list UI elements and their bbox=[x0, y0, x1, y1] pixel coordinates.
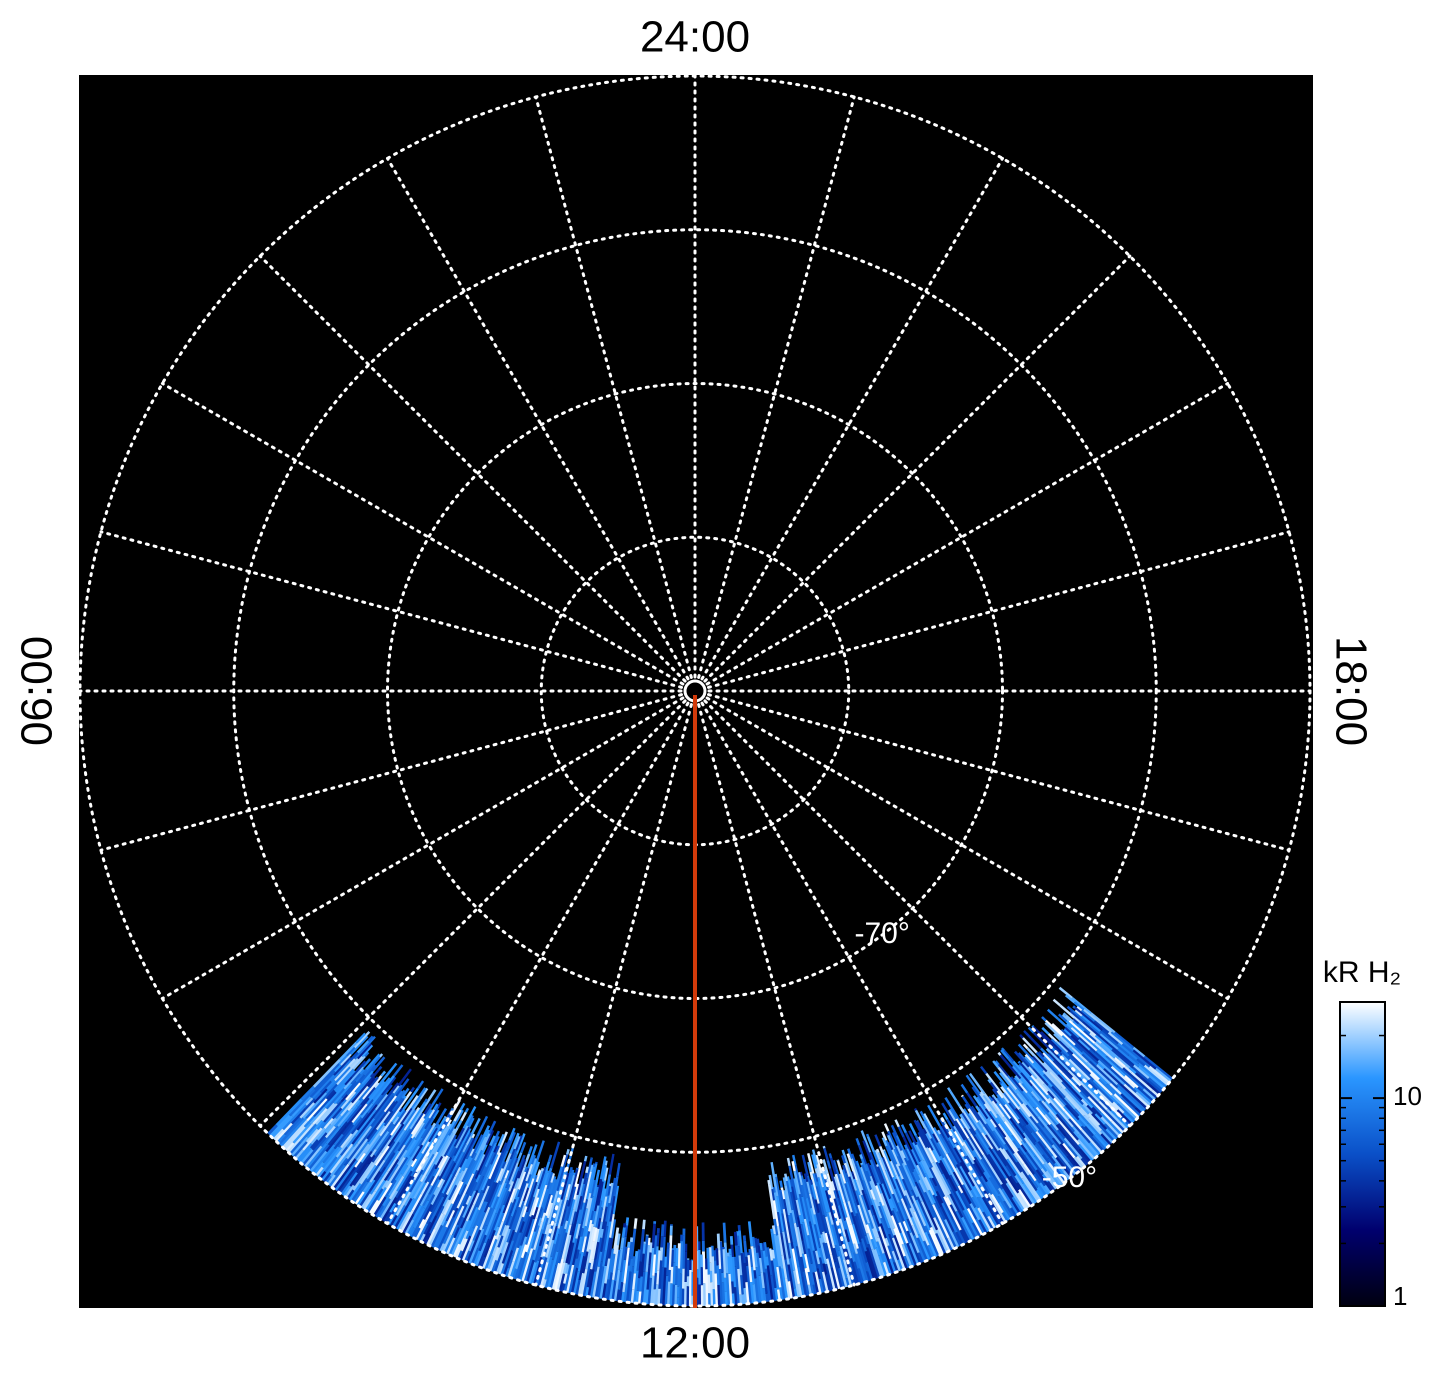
emission-cell bbox=[680, 1235, 683, 1242]
colorbar: 1 10 bbox=[1340, 1002, 1422, 1311]
lat-label: -50° bbox=[1042, 1161, 1097, 1194]
colorbar-title: kR H₂ bbox=[1323, 956, 1401, 989]
colorbar-tick-label: 10 bbox=[1393, 1081, 1422, 1111]
colorbar-tick-label: 1 bbox=[1393, 1281, 1407, 1311]
emission-cell bbox=[630, 1237, 633, 1242]
emission-cell bbox=[743, 1235, 746, 1241]
emission-cell bbox=[657, 1228, 660, 1233]
emission-cell bbox=[670, 1226, 673, 1236]
lt-label: 24:00 bbox=[640, 13, 750, 62]
lat-label: -70° bbox=[855, 917, 910, 950]
emission-cell bbox=[670, 1224, 673, 1226]
lt-label: 06:00 bbox=[13, 636, 62, 746]
emission-cell bbox=[702, 1222, 705, 1240]
emission-cell bbox=[730, 1236, 733, 1245]
emission-cell bbox=[667, 1243, 670, 1249]
emission-cell bbox=[683, 1229, 686, 1236]
emission-cell bbox=[653, 1221, 656, 1224]
colorbar-fill bbox=[1340, 1002, 1385, 1306]
lt-label: 12:00 bbox=[640, 1319, 750, 1368]
lt-label: 18:00 bbox=[1326, 636, 1375, 746]
emission-cell bbox=[702, 1241, 705, 1252]
emission-cell bbox=[738, 1225, 741, 1231]
